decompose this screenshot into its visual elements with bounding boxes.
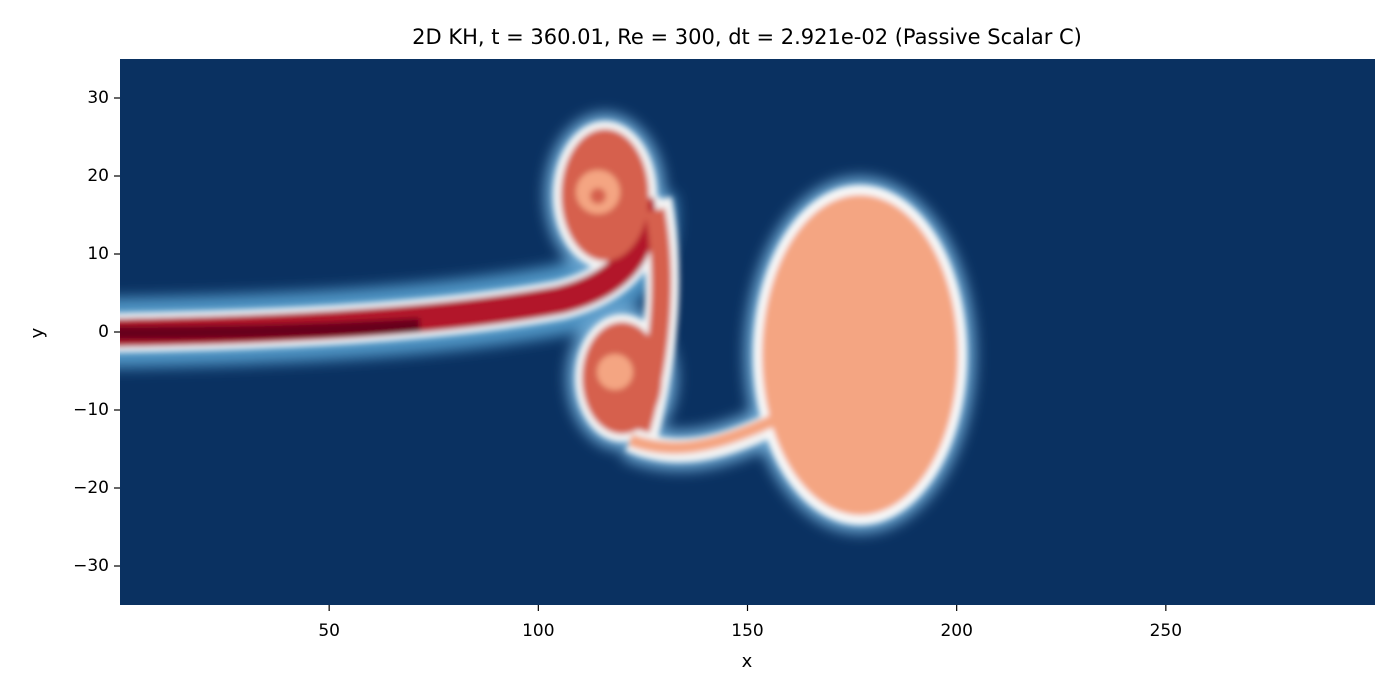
y-axis-label: y [27,327,48,338]
chart-title: 2D KH, t = 360.01, Re = 300, dt = 2.921e… [412,25,1082,49]
x-tick-label: 200 [940,621,972,641]
y-tick-label: 0 [98,322,109,342]
x-tick-label: 250 [1150,621,1182,641]
y-tick-label: −30 [73,556,109,576]
y-tick-label: 10 [87,244,109,264]
y-tick-label: 20 [87,166,109,186]
x-tick-label: 100 [522,621,554,641]
x-axis-label: x [742,651,753,672]
x-tick-label: 50 [318,621,340,641]
scalar-field [120,59,1375,605]
y-tick-label: −10 [73,400,109,420]
y-tick-label: 30 [87,88,109,108]
x-tick-label: 150 [731,621,763,641]
y-tick-label: −20 [73,478,109,498]
